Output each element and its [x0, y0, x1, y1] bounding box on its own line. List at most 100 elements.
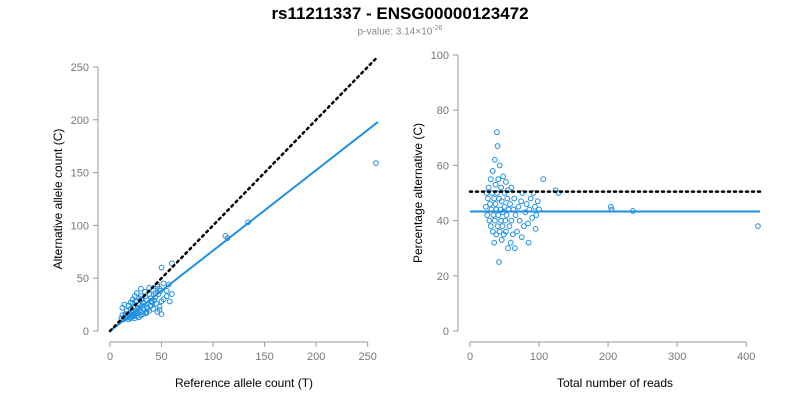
- data-point: [163, 293, 170, 300]
- data-point: [514, 228, 520, 235]
- data-point: [506, 223, 513, 230]
- data-point: [490, 212, 497, 218]
- x-tick-label: 0: [467, 351, 473, 363]
- pvalue-exponent: -26: [432, 25, 443, 32]
- data-point: [529, 214, 536, 221]
- x-tick-label: 150: [255, 351, 273, 363]
- data-point: [494, 190, 500, 196]
- data-point: [486, 217, 493, 224]
- data-point: [502, 217, 509, 224]
- x-tick-label: 200: [599, 351, 617, 363]
- data-point: [166, 298, 173, 305]
- data-point: [482, 203, 489, 210]
- data-point: [491, 195, 498, 202]
- x-tick-label: 100: [204, 351, 222, 363]
- data-point: [138, 285, 144, 292]
- data-point: [489, 228, 496, 235]
- data-point: [525, 220, 531, 227]
- y-tick-label: 60: [437, 160, 449, 172]
- right-scatter-panel: 0 20 40 60 80 100 0 100 200 300 400 Total number of…: [411, 50, 762, 390]
- y-tick-label: 80: [437, 105, 449, 117]
- data-point: [495, 176, 502, 183]
- data-point: [484, 212, 491, 218]
- data-point: [498, 237, 505, 243]
- y-tick-label: 200: [71, 115, 89, 127]
- data-point: [168, 260, 175, 267]
- left-scatter-panel: 0 50 100 150 200 250 0 50 100 150 200 250 Reference …: [51, 55, 380, 390]
- data-point: [534, 198, 541, 205]
- x-axis-title: Reference allele count (T): [175, 376, 313, 390]
- data-point: [489, 168, 496, 174]
- data-point: [163, 287, 170, 294]
- x-tick-label: 200: [307, 351, 325, 363]
- y-tick-label: 250: [71, 62, 89, 74]
- data-point: [485, 184, 492, 191]
- data-point: [491, 239, 498, 246]
- y-tick-label: 100: [71, 220, 89, 232]
- data-point: [493, 231, 500, 238]
- data-point: [503, 179, 509, 185]
- fit-line: [109, 121, 379, 332]
- data-point: [512, 212, 519, 218]
- data-point: [504, 195, 511, 202]
- data-point: [527, 195, 534, 202]
- y-axis-title: Percentage alternative (C): [411, 123, 425, 263]
- data-point: [498, 184, 504, 191]
- data-point: [133, 290, 140, 296]
- data-point: [494, 143, 501, 149]
- data-point: [533, 212, 540, 218]
- data-point: [485, 195, 491, 202]
- y-tick-label: 20: [437, 271, 449, 283]
- y-tick-label: 40: [437, 216, 449, 228]
- data-point: [498, 217, 504, 224]
- data-point: [487, 201, 493, 207]
- data-point: [518, 198, 524, 205]
- y-axis-title: Alternative allele count (C): [51, 129, 65, 270]
- x-tick-label: 250: [359, 351, 377, 363]
- data-point: [487, 223, 494, 230]
- data-point: [515, 203, 522, 210]
- data-point: [523, 201, 530, 207]
- y-tick-label: 0: [443, 326, 449, 338]
- data-point: [491, 156, 498, 163]
- data-point: [160, 280, 167, 287]
- y-tick-label: 0: [83, 326, 89, 338]
- data-point: [168, 291, 175, 297]
- data-point: [511, 245, 518, 252]
- data-point: [501, 190, 508, 196]
- data-point: [495, 212, 502, 218]
- data-point: [492, 201, 499, 207]
- data-point: [492, 181, 499, 188]
- x-axis-title: Total number of reads: [557, 376, 673, 390]
- y-tick-label: 50: [77, 273, 89, 285]
- data-point: [518, 234, 525, 241]
- data-point: [498, 198, 505, 205]
- data-point: [508, 217, 515, 224]
- data-point: [503, 212, 510, 218]
- data-point: [158, 264, 165, 271]
- pvalue-text: p-value: 3.14×10: [357, 26, 433, 38]
- data-point: [496, 195, 502, 202]
- x-tick-label: 0: [107, 351, 113, 363]
- data-point: [496, 162, 503, 169]
- data-point: [373, 160, 379, 166]
- data-point: [496, 228, 503, 235]
- data-point: [501, 203, 508, 210]
- data-point: [494, 223, 501, 230]
- data-point: [500, 173, 507, 180]
- data-point: [491, 217, 498, 224]
- y-tick-label: 150: [71, 168, 89, 180]
- data-point: [540, 176, 547, 183]
- data-point: [532, 225, 539, 232]
- data-point: [508, 184, 515, 191]
- data-point: [555, 190, 562, 196]
- x-tick-label: 300: [668, 351, 686, 363]
- data-point: [516, 217, 523, 224]
- data-point: [519, 190, 526, 196]
- data-point: [607, 203, 614, 210]
- x-tick-label: 50: [155, 351, 167, 363]
- data-point: [487, 176, 494, 183]
- data-point: [507, 239, 514, 246]
- reference-line: [108, 55, 380, 333]
